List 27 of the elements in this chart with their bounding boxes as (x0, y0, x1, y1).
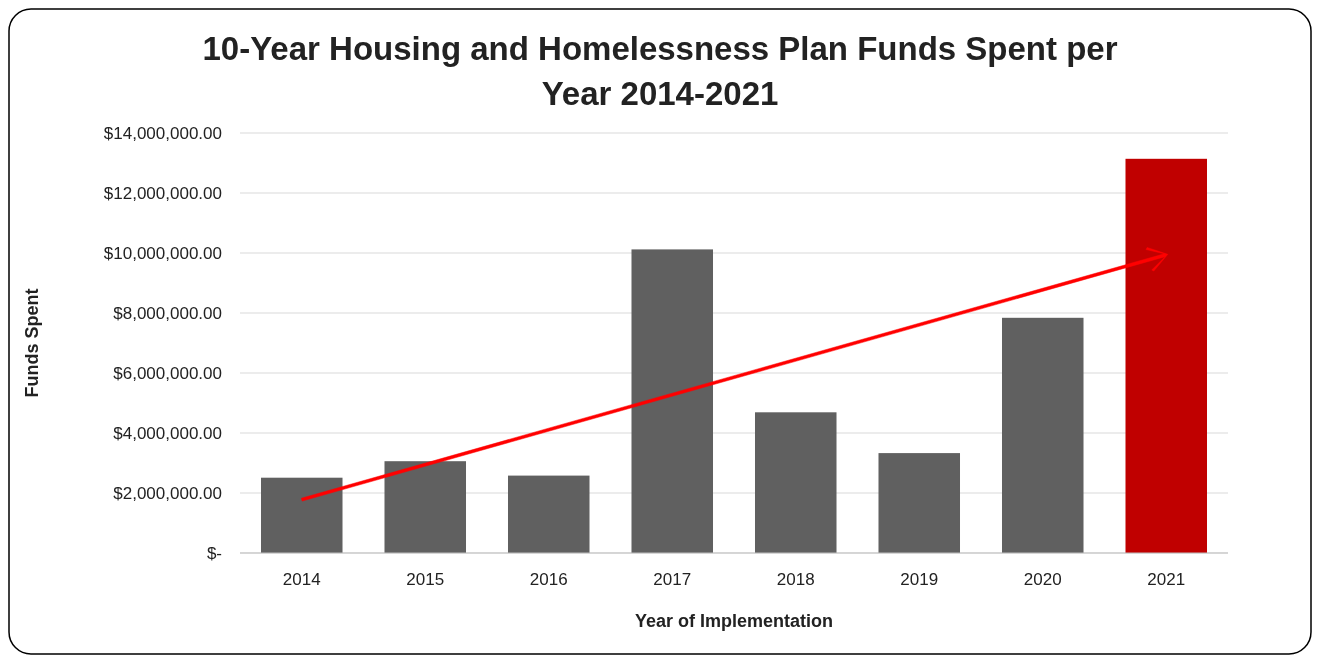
y-tick-label: $14,000,000.00 (103, 123, 222, 143)
y-tick-label: $10,000,000.00 (103, 243, 222, 263)
x-tick-label: 2021 (1147, 570, 1186, 589)
x-tick-label: 2019 (900, 570, 939, 589)
bar (1125, 158, 1207, 553)
y-tick-label: $12,000,000.00 (103, 183, 222, 203)
x-tick-label: 2016 (529, 570, 568, 589)
x-tick-label: 2014 (282, 570, 321, 589)
y-tick-label: $4,000,000.00 (113, 423, 222, 443)
chart-title: 10-Year Housing and Homelessness Plan Funds Spent per Year 2014-2021 (202, 30, 1118, 112)
x-tick-label: 2018 (776, 570, 815, 589)
x-tick-label: 2015 (406, 570, 445, 589)
x-axis-title: Year of Implementation (634, 611, 834, 631)
bar (755, 412, 837, 553)
y-tick-label: $2,000,000.00 (113, 483, 222, 503)
bar (631, 249, 714, 553)
bar (384, 461, 467, 553)
y-axis-title: Funds Spent (22, 288, 42, 398)
y-tick-label: $8,000,000.00 (113, 303, 222, 323)
bar (1002, 317, 1084, 553)
y-tick-label: $6,000,000.00 (113, 363, 222, 383)
bar (261, 477, 343, 553)
bar (508, 475, 590, 553)
bar (878, 453, 961, 553)
x-tick-label: 2020 (1023, 570, 1062, 589)
y-tick-label: $- (206, 543, 222, 563)
x-tick-label: 2017 (653, 570, 692, 589)
